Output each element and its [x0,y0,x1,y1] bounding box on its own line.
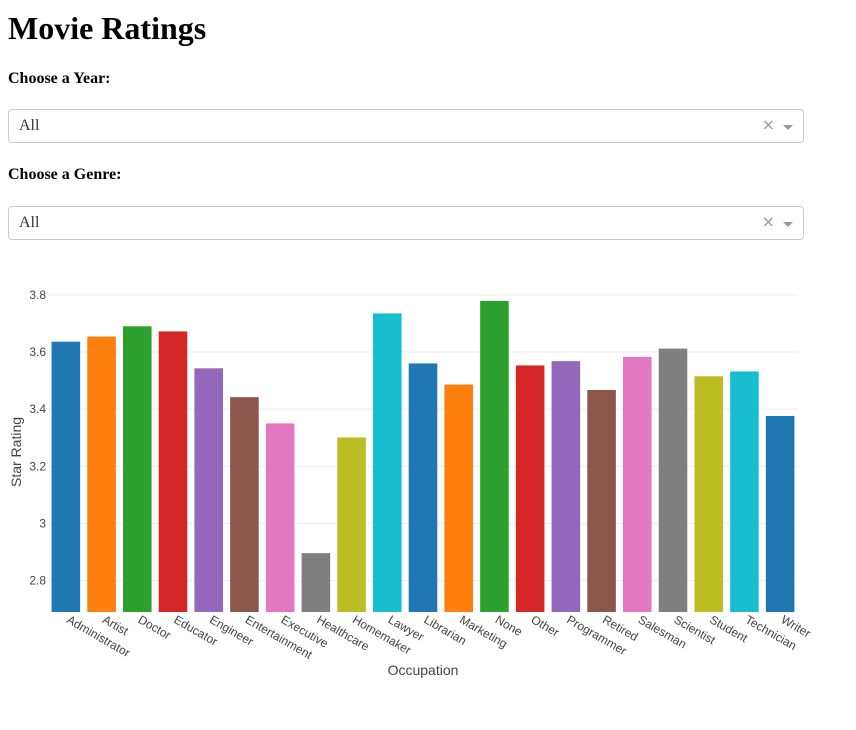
bar [765,416,795,612]
bar [444,384,473,612]
bar [623,356,652,612]
year-selected-value: All [19,117,40,134]
bar [194,368,223,612]
page-title: Movie Ratings [8,10,207,46]
bar [337,437,366,612]
genre-selected-value: All [19,214,40,231]
x-axis-title: Occupation [388,662,459,678]
bar [123,326,152,612]
bar [230,397,259,612]
bar [730,371,759,612]
bar [551,361,581,612]
bar [587,390,616,612]
y-tick-label: 3.4 [29,402,46,416]
genre-label: Choose a Genre: [8,166,122,183]
bar [373,313,402,612]
y-axis-title: Star Rating [8,417,24,487]
x-tick-label: Other [529,612,562,639]
bar [265,423,295,612]
genre-clear-icon[interactable]: × [761,212,775,231]
y-tick-label: 3.2 [29,459,46,473]
y-tick-label: 3 [39,516,46,530]
bar [158,331,188,612]
bar [658,348,688,612]
bar [694,376,723,612]
bar [515,365,545,612]
year-chevron-down-icon[interactable] [783,125,793,130]
y-tick-label: 2.8 [29,574,46,588]
bar [51,341,81,612]
bar [408,363,438,612]
y-tick-label: 3.6 [29,345,46,359]
bar [87,336,116,612]
genre-chevron-down-icon[interactable] [783,222,793,227]
bar [480,300,509,612]
bar [301,553,331,612]
y-tick-label: 3.8 [29,288,46,302]
year-dropdown[interactable]: All × [8,109,804,143]
year-label: Choose a Year: [8,70,111,87]
x-tick-label: Doctor [136,612,174,642]
year-clear-icon[interactable]: × [761,115,775,134]
genre-dropdown[interactable]: All × [8,206,804,240]
